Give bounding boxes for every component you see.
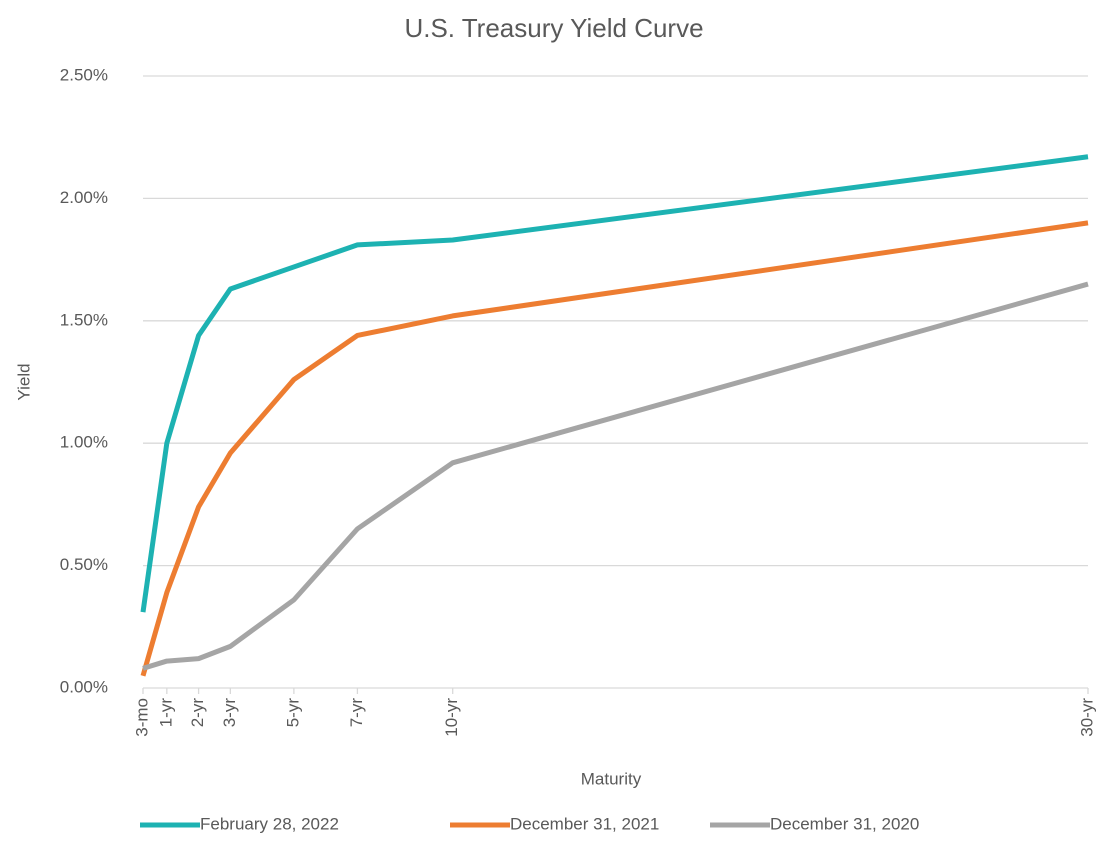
- x-tick-label: 5-yr: [283, 698, 302, 728]
- series-line: [140, 220, 1089, 677]
- x-tick-label: 1-yr: [156, 698, 175, 728]
- y-tick-label: 1.00%: [60, 433, 108, 452]
- x-tick-label: 7-yr: [347, 698, 366, 728]
- legend-label: December 31, 2021: [510, 814, 659, 833]
- series-line: [142, 281, 1089, 671]
- x-tick-label: 30-yr: [1077, 698, 1096, 737]
- chart-title: U.S. Treasury Yield Curve: [404, 13, 703, 43]
- y-axis-label: Yield: [14, 363, 33, 400]
- y-tick-label: 2.00%: [60, 188, 108, 207]
- y-tick-label: 1.50%: [60, 310, 108, 329]
- x-tick-label: 3-yr: [220, 698, 239, 728]
- legend-label: December 31, 2020: [770, 814, 919, 833]
- x-axis-label: Maturity: [581, 769, 642, 788]
- x-tick-label: 2-yr: [188, 698, 207, 728]
- y-tick-label: 0.50%: [60, 555, 108, 574]
- x-tick-label: 3-mo: [132, 698, 151, 737]
- y-tick-label: 2.50%: [60, 65, 108, 84]
- legend-label: February 28, 2022: [200, 814, 339, 833]
- x-tick-label: 10-yr: [442, 698, 461, 737]
- series-line: [140, 154, 1089, 613]
- y-tick-label: 0.00%: [60, 677, 108, 696]
